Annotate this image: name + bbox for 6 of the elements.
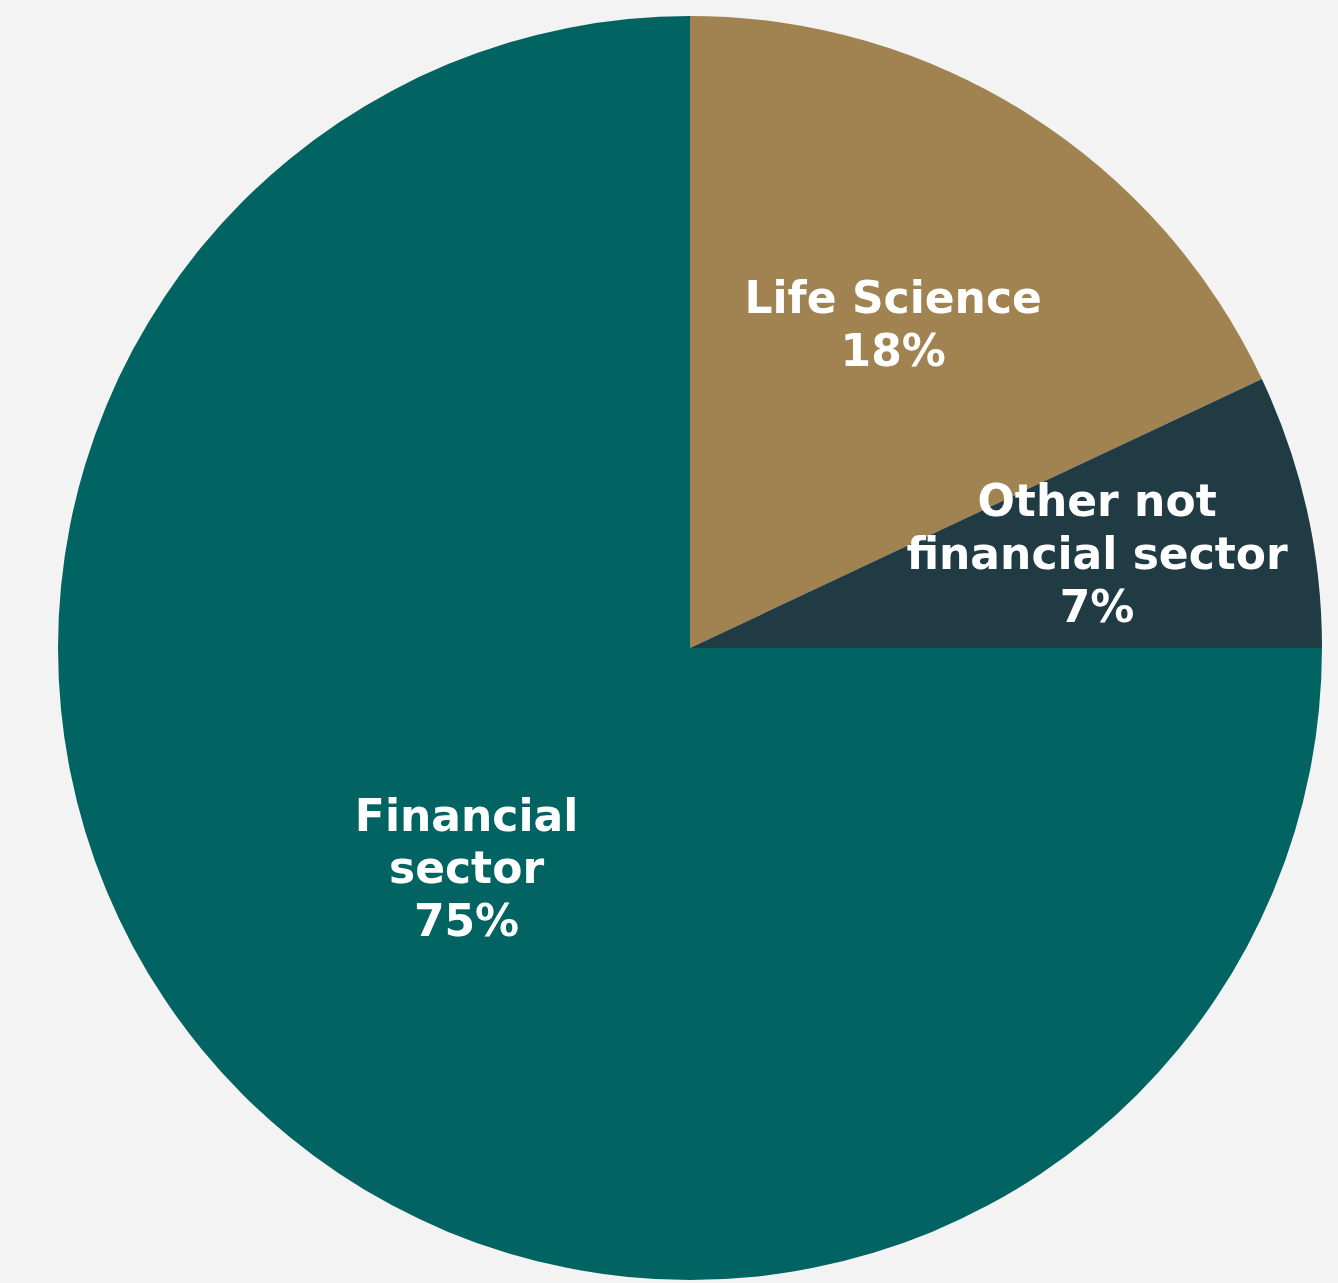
pie-slice	[58, 16, 1322, 1280]
slice-label: Financial sector	[354, 789, 579, 894]
slice-label: Life Science	[744, 272, 1042, 324]
data-label: 7%	[1059, 580, 1135, 632]
data-label: 75%	[413, 895, 520, 947]
data-label: 18%	[840, 325, 946, 377]
